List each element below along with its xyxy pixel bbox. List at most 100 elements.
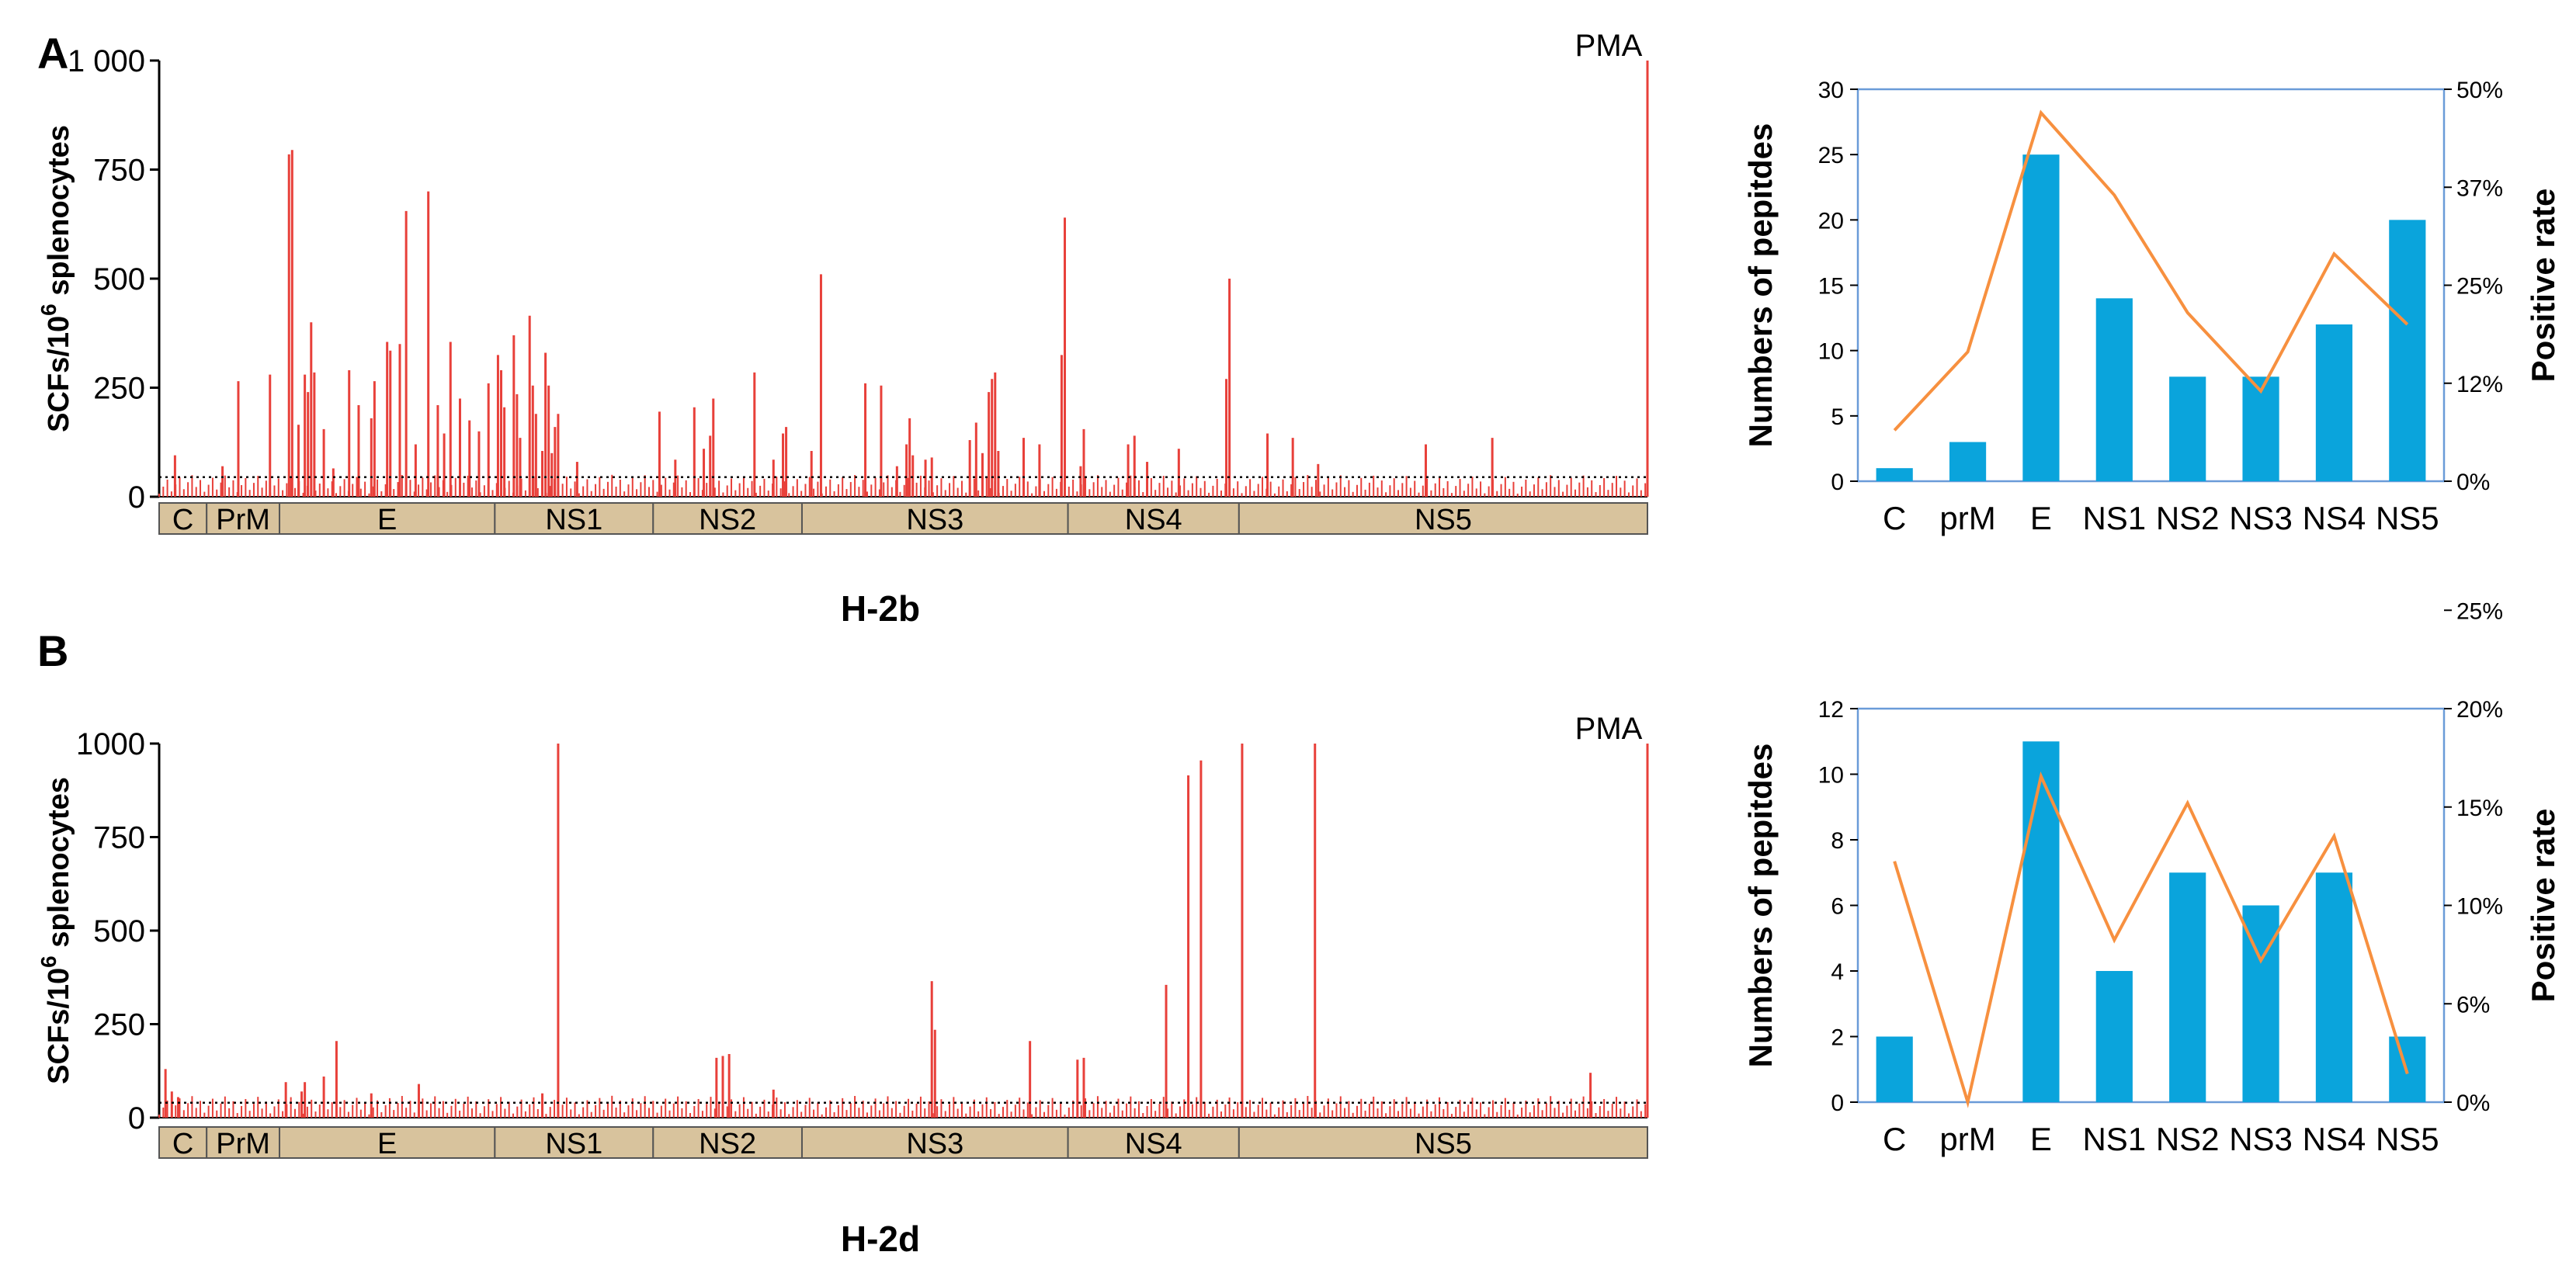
category-label: prM: [1939, 500, 1995, 536]
bar: [2315, 324, 2353, 481]
y-tick-label: 500: [93, 914, 145, 948]
category-label: C: [1883, 500, 1906, 536]
segment-label: E: [377, 1128, 397, 1160]
y-tick-label: 8: [1831, 828, 1844, 854]
category-label: E: [2030, 1121, 2052, 1157]
segment-ns1: [494, 1126, 654, 1159]
category-label: NS3: [2229, 1121, 2293, 1157]
bar: [2095, 298, 2133, 481]
segment-label: NS1: [545, 1128, 602, 1160]
pma-label: PMA: [1575, 29, 1643, 63]
y2-tick-label: 25%: [2456, 598, 2503, 624]
y-tick-label: 20: [1818, 208, 1844, 234]
segment-ns3: [800, 502, 1069, 535]
y-tick-label: 750: [93, 821, 145, 855]
positive-rate-line: [1893, 109, 2409, 432]
segment-ns4: [1067, 1126, 1240, 1159]
ylabel-suffix: splenocytes: [43, 125, 75, 303]
category-label: NS2: [2156, 500, 2220, 536]
haplotype-label: H-2d: [841, 1219, 920, 1259]
segment-label: NS2: [699, 1128, 756, 1160]
y-tick-label: 250: [93, 372, 145, 406]
y-axis-label: SCFs/106 splenocytes: [36, 777, 75, 1084]
y-tick-label: 500: [93, 262, 145, 296]
y2-tick-label: 20%: [2456, 697, 2503, 723]
segment-prm: [206, 1126, 280, 1159]
segment-label: NS1: [545, 504, 602, 536]
y2-axis-label: Positive rate: [2525, 809, 2561, 1003]
y-tick-label: 750: [93, 154, 145, 188]
bar: [2242, 376, 2279, 481]
bar-chart-a: 0 5 10 15 20 25 30 0% 12% 25% 37% 50% C prM E NS1 NS2 NS3…: [1742, 78, 2561, 536]
category-label: C: [1883, 1121, 1906, 1157]
category-label: NS5: [2376, 500, 2439, 536]
y2-tick-label: 37%: [2456, 175, 2503, 201]
y2-tick-label: 50%: [2456, 78, 2503, 103]
category-label: NS5: [2376, 1121, 2439, 1157]
category-label: NS2: [2156, 1121, 2220, 1157]
ylabel-prefix: SCFs/10: [43, 968, 75, 1084]
segment-label: PrM: [216, 504, 270, 536]
category-label: NS3: [2229, 500, 2293, 536]
segment-label: NS4: [1125, 1128, 1182, 1160]
ylabel-prefix: SCFs/10: [43, 316, 75, 432]
y2-tick-label: 25%: [2456, 274, 2503, 300]
category-label: NS4: [2303, 500, 2366, 536]
segment-label: NS2: [699, 504, 756, 536]
segment-ns4: [1067, 502, 1240, 535]
y-tick-label: 6: [1831, 894, 1844, 920]
category-label: prM: [1939, 1121, 1995, 1157]
y-tick-label: 250: [93, 1008, 145, 1042]
bar: [1876, 468, 1913, 481]
ylabel-superscript: 6: [36, 955, 61, 968]
haplotype-label: H-2b: [841, 588, 920, 629]
segment-label: PrM: [216, 1128, 270, 1160]
y-tick-label: 10: [1818, 339, 1844, 365]
category-label: NS1: [2082, 500, 2146, 536]
segment-label: NS4: [1125, 504, 1182, 536]
spike-panel-a: A 0 250 500 750 1 000 SCFs/106 splenocytes PMA C…: [36, 29, 1649, 629]
y-tick-label: 15: [1818, 274, 1844, 300]
segment-label: NS3: [906, 504, 963, 536]
segment-c: [158, 1126, 208, 1159]
bar: [2022, 154, 2060, 481]
category-label: E: [2030, 500, 2052, 536]
y-tick-label: 25: [1818, 143, 1844, 168]
y-tick-label: 30: [1818, 78, 1844, 103]
y-tick-label: 12: [1818, 697, 1844, 723]
y-tick-label: 0: [128, 1101, 145, 1136]
y-tick-label: 4: [1831, 959, 1844, 985]
y2-tick-label: 0%: [2456, 470, 2490, 495]
bar: [2315, 872, 2353, 1102]
y2-tick-label: 6%: [2456, 992, 2490, 1018]
category-label: NS4: [2303, 1121, 2366, 1157]
y-tick-label: 0: [1831, 1091, 1844, 1116]
y-tick-label: 2: [1831, 1025, 1844, 1051]
y-tick-label: 1000: [76, 727, 145, 761]
y2-tick-label: 15%: [2456, 796, 2503, 821]
y-axis-label: Numbers of pepitdes: [1742, 744, 1779, 1068]
y-tick-label: 5: [1831, 404, 1844, 430]
segment-ns1: [494, 502, 654, 535]
y2-axis-label: Positive rate: [2525, 189, 2561, 383]
segment-label: NS3: [906, 1128, 963, 1160]
segment-label: NS5: [1415, 504, 1472, 536]
y-tick-label: 1 000: [68, 44, 145, 78]
y-axis-label: SCFs/106 splenocytes: [36, 125, 75, 432]
pma-label: PMA: [1575, 712, 1643, 746]
segment-prm: [206, 502, 280, 535]
y-tick-label: 10: [1818, 763, 1844, 789]
y-tick-label: 0: [1831, 470, 1844, 495]
bar: [2169, 872, 2206, 1102]
segment-label: E: [377, 504, 397, 536]
positive-rate-line: [1893, 771, 2409, 1108]
segment-label: C: [172, 1128, 193, 1160]
segment-ns3: [800, 1126, 1069, 1159]
ylabel-superscript: 6: [36, 303, 61, 316]
category-label: NS1: [2082, 1121, 2146, 1157]
panel-letter: A: [37, 29, 68, 78]
y-axis-label: Numbers of pepitdes: [1742, 123, 1779, 448]
bar-chart-b: 0 2 4 6 8 10 12 0% 6% 10% 15% 20% 25% C prM E NS1 NS2 NS3 N…: [1742, 598, 2561, 1157]
